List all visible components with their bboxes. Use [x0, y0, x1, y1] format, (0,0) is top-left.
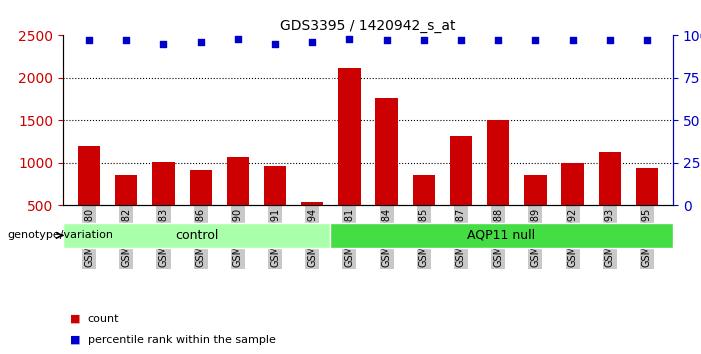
Point [530, 38, 541, 43]
Text: AQP11 null: AQP11 null [468, 229, 536, 242]
Bar [115, 175, 137, 248]
Point [381, 38, 393, 43]
Bar [413, 175, 435, 248]
Bar [562, 163, 584, 248]
Point [567, 38, 578, 43]
Title: GDS3395 / 1420942_s_at: GDS3395 / 1420942_s_at [280, 19, 456, 33]
Point [641, 38, 653, 43]
Bar [487, 120, 510, 248]
FancyBboxPatch shape [330, 223, 673, 248]
Point [418, 38, 430, 43]
Point [195, 39, 206, 45]
Point [306, 39, 318, 45]
Point [493, 38, 504, 43]
Text: ■: ■ [70, 314, 81, 324]
Text: control: control [175, 229, 218, 242]
Point [232, 36, 243, 42]
Text: ■: ■ [70, 335, 81, 345]
Bar [264, 166, 286, 248]
Bar [636, 168, 658, 248]
Bar [450, 136, 472, 248]
Point [121, 38, 132, 43]
Point [83, 38, 95, 43]
Bar [339, 68, 360, 248]
Point [604, 38, 615, 43]
FancyBboxPatch shape [63, 223, 330, 248]
Bar [376, 98, 397, 248]
Bar [524, 175, 547, 248]
Point [158, 41, 169, 47]
Bar [189, 170, 212, 248]
Text: percentile rank within the sample: percentile rank within the sample [88, 335, 275, 345]
Text: genotype/variation: genotype/variation [7, 230, 113, 240]
Bar [301, 202, 323, 248]
Point [343, 36, 355, 42]
Bar [226, 157, 249, 248]
Text: count: count [88, 314, 119, 324]
Bar [152, 162, 175, 248]
Point [269, 41, 280, 47]
Bar [78, 146, 100, 248]
Bar [599, 152, 621, 248]
Point [456, 38, 467, 43]
